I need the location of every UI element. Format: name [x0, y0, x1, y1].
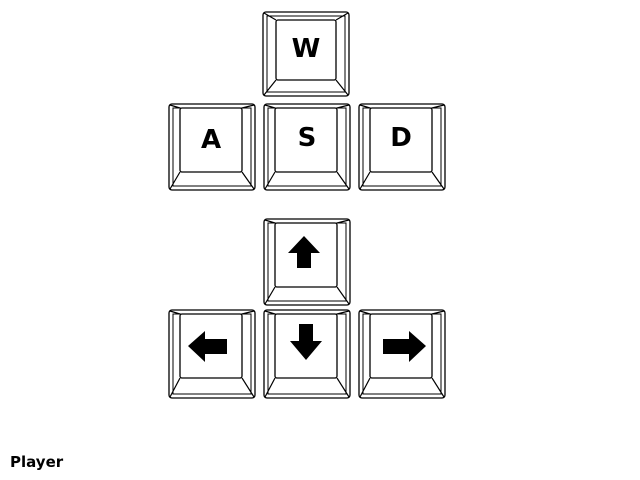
key-s[interactable]: S: [264, 104, 350, 190]
key-w-label: W: [292, 34, 321, 64]
key-s-label: S: [298, 123, 317, 153]
key-arrow-left[interactable]: [169, 310, 255, 398]
player-label: Player: [10, 453, 63, 471]
key-a-label: A: [201, 125, 221, 155]
key-arrow-up[interactable]: [264, 219, 350, 305]
key-arrow-right[interactable]: [359, 310, 445, 398]
key-w[interactable]: W: [263, 12, 349, 96]
key-arrow-down[interactable]: [264, 310, 350, 398]
key-d-label: D: [390, 123, 412, 153]
key-d[interactable]: D: [359, 104, 445, 190]
key-a[interactable]: A: [169, 104, 255, 190]
